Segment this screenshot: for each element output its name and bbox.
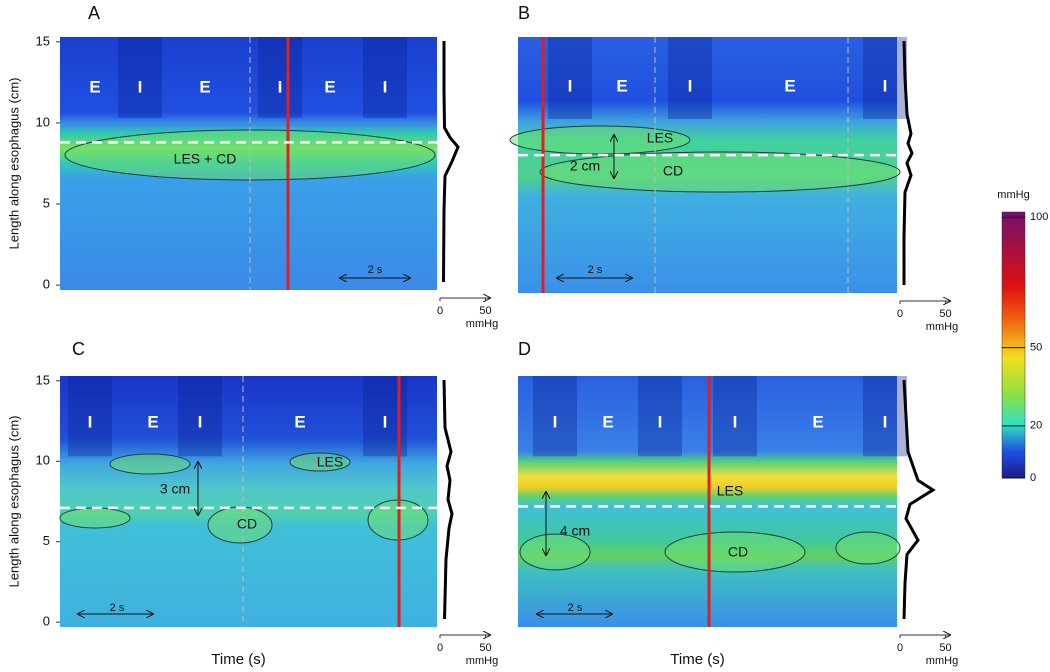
phase-label: E	[89, 77, 100, 96]
y-tick-label: 15	[36, 33, 50, 48]
profile-tick-label: 50	[939, 642, 951, 654]
annotation: 2 s	[588, 264, 603, 276]
profile-tick-label: 0	[437, 642, 443, 654]
phase-stripe	[533, 376, 577, 457]
annotation: 3 cm	[160, 481, 190, 497]
phase-label: I	[383, 77, 388, 96]
profile-tick-label: 0	[897, 642, 903, 654]
x-axis-label: Time (s)	[211, 651, 265, 668]
pressure-profile	[442, 379, 454, 620]
profile-unit: mmHg	[926, 321, 958, 333]
phase-stripe	[363, 37, 407, 118]
phase-stripe	[863, 37, 907, 119]
annotation: LES	[317, 454, 343, 470]
annotation: LES	[647, 130, 673, 146]
phase-label: I	[278, 77, 283, 96]
annotation: 2 s	[110, 602, 125, 614]
pressure-contour	[109, 453, 191, 475]
pressure-profile	[902, 40, 914, 285]
panel-label: A	[88, 3, 100, 23]
phase-label: I	[138, 77, 143, 96]
phase-label: E	[602, 412, 613, 431]
y-tick-label: 15	[36, 372, 50, 387]
phase-label: I	[733, 412, 738, 431]
y-axis-label: Length along esophagus (cm)	[6, 77, 21, 249]
phase-stripe	[118, 37, 162, 118]
phase-stripe	[863, 376, 907, 457]
phase-stripe	[668, 37, 712, 119]
y-tick-label: 10	[36, 453, 50, 468]
annotation: LES + CD	[174, 151, 237, 167]
pressure-contour	[59, 507, 131, 529]
annotation: 4 cm	[560, 523, 590, 539]
x-axis-label: Time (s)	[670, 651, 724, 668]
pressure-contour	[664, 531, 806, 573]
phase-label: E	[324, 77, 335, 96]
profile-tick-label: 0	[437, 305, 443, 317]
colorbar-tick-label: 50	[1030, 342, 1042, 354]
phase-label: I	[883, 76, 888, 95]
y-tick-label: 5	[43, 533, 50, 548]
panel-label: C	[72, 339, 85, 359]
phase-label: E	[294, 412, 305, 431]
annotation: CD	[663, 163, 683, 179]
profile-unit: mmHg	[466, 318, 498, 330]
phase-label: I	[658, 412, 663, 431]
phase-stripe	[713, 376, 757, 457]
y-tick-label: 10	[36, 114, 50, 129]
colorbar-tick-label: 100	[1030, 211, 1048, 223]
phase-label: I	[198, 412, 203, 431]
pressure-contour	[519, 533, 591, 571]
annotation: 2 cm	[570, 158, 600, 174]
phase-label: E	[784, 76, 795, 95]
profile-tick-label: 50	[939, 308, 951, 320]
phase-stripe	[68, 376, 112, 457]
phase-label: E	[812, 412, 823, 431]
colorbar-tick-label: 20	[1030, 420, 1042, 432]
annotation: CD	[237, 516, 257, 532]
phase-label: E	[147, 412, 158, 431]
phase-stripe	[178, 376, 222, 457]
annotation: 2 s	[568, 602, 583, 614]
colorbar	[1001, 211, 1026, 479]
pressure-contour	[539, 151, 901, 193]
pressure-profile	[902, 379, 936, 620]
profile-tick-label: 0	[897, 308, 903, 320]
annotation: CD	[728, 544, 748, 560]
phase-label: I	[88, 412, 93, 431]
y-tick-label: 5	[43, 195, 50, 210]
y-axis-label: Length along esophagus (cm)	[6, 415, 21, 587]
profile-unit: mmHg	[466, 655, 498, 667]
pressure-contour	[289, 452, 351, 472]
pressure-contour	[835, 531, 901, 565]
panel-label: D	[518, 339, 531, 359]
phase-stripe	[548, 37, 592, 119]
phase-stripe	[638, 376, 682, 457]
pressure-profile	[442, 41, 460, 283]
y-tick-label: 0	[43, 614, 50, 629]
y-tick-label: 0	[43, 277, 50, 292]
phase-label: E	[616, 76, 627, 95]
colorbar-title: mmHg	[997, 189, 1029, 201]
profile-tick-label: 50	[479, 305, 491, 317]
heatmap	[60, 376, 437, 627]
phase-label: E	[199, 77, 210, 96]
phase-label: I	[568, 76, 573, 95]
phase-label: I	[688, 76, 693, 95]
profile-unit: mmHg	[926, 655, 958, 667]
annotation: LES	[717, 483, 743, 499]
phase-stripe	[258, 37, 302, 118]
phase-label: I	[883, 412, 888, 431]
annotation: 2 s	[368, 264, 383, 276]
profile-tick-label: 50	[479, 642, 491, 654]
colorbar-tick-label: 0	[1030, 472, 1036, 484]
panel-label: B	[518, 3, 530, 23]
phase-label: I	[383, 412, 388, 431]
phase-label: I	[553, 412, 558, 431]
